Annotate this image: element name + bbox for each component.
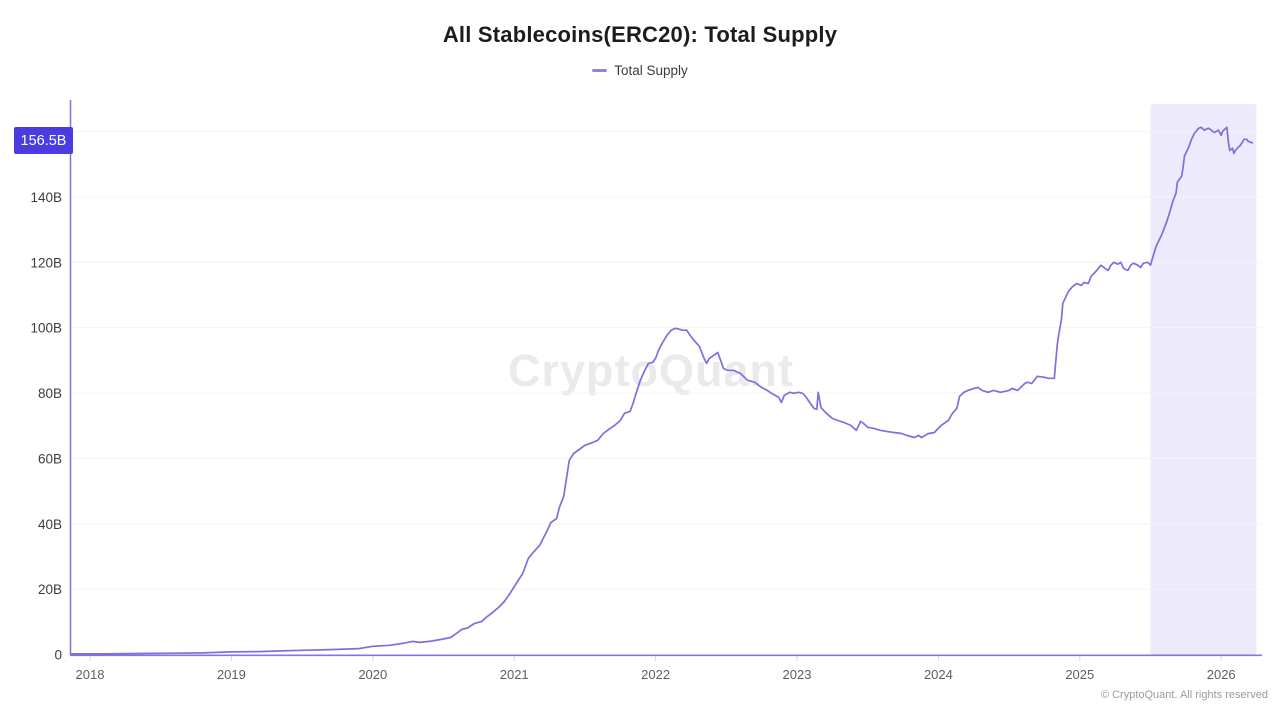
y-tick-label: 120B <box>30 255 62 270</box>
y-tick-label: 80B <box>38 386 62 401</box>
x-tick-label: 2019 <box>217 667 246 682</box>
x-tick-label: 2025 <box>1065 667 1094 682</box>
chart-title: All Stablecoins(ERC20): Total Supply <box>442 22 838 47</box>
last-value-badge: 156.5B <box>14 127 73 154</box>
y-tick-label: 20B <box>38 582 62 597</box>
watermark: CryptoQuant <box>508 345 794 396</box>
legend-label: Total Supply <box>614 63 688 78</box>
y-tick-label: 60B <box>38 451 62 466</box>
y-tick-label: 0 <box>54 648 62 663</box>
copyright-footer: © CryptoQuant. All rights reserved <box>1100 689 1268 701</box>
x-tick-label: 2021 <box>500 667 529 682</box>
x-tick-label: 2018 <box>76 667 105 682</box>
x-tick-label: 2024 <box>924 667 953 682</box>
x-tick-label: 2020 <box>358 667 387 682</box>
y-tick-label: 140B <box>30 190 62 205</box>
highlight-region[interactable] <box>1150 104 1257 655</box>
y-tick-label: 40B <box>38 517 62 532</box>
x-tick-label: 2023 <box>783 667 812 682</box>
legend-line-marker <box>592 69 608 72</box>
total-supply-line <box>70 126 1254 655</box>
legend[interactable]: Total Supply <box>0 63 1280 78</box>
y-tick-label: 100B <box>30 321 62 336</box>
x-tick-label: 2022 <box>641 667 670 682</box>
x-tick-label: 2026 <box>1207 667 1236 682</box>
